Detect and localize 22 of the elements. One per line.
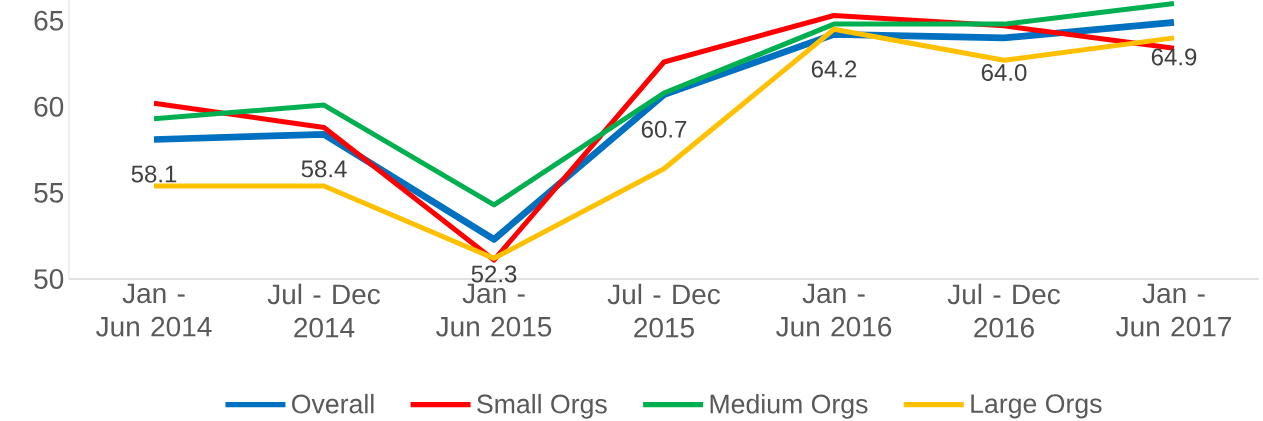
x-tick-label: Jul - Dec 2014: [267, 283, 381, 338]
x-tick-label: Jan - Jun 2015: [436, 283, 552, 337]
data-label: 58.1: [131, 165, 177, 183]
x-tick-label: Jan - Jun 2014: [96, 283, 212, 337]
legend-label: Small Orgs: [477, 393, 607, 419]
data-label: 60.7: [641, 120, 687, 138]
data-label: 64.2: [811, 60, 857, 78]
legend-label: Overall: [292, 393, 374, 414]
y-tick-label: 60: [34, 96, 64, 117]
x-tick-label: Jan - Jun 2017: [1116, 283, 1231, 337]
legend-label: Large Orgs: [971, 394, 1102, 419]
data-label: 64.0: [981, 63, 1027, 81]
data-label: 52.3: [471, 265, 517, 283]
y-tick-label: 65: [34, 10, 64, 31]
legend-label: Medium Orgs: [710, 393, 868, 419]
y-tick-label: 55: [34, 183, 64, 203]
x-tick-label: Jan - Jun 2016: [776, 283, 892, 337]
x-tick-label: Jul - Dec 2016: [947, 283, 1061, 338]
y-tick-label: 50: [34, 269, 64, 289]
data-label: 58.4: [301, 160, 347, 178]
data-label: 64.9: [1151, 48, 1197, 66]
x-tick-label: Jul - Dec 2015: [607, 283, 721, 338]
